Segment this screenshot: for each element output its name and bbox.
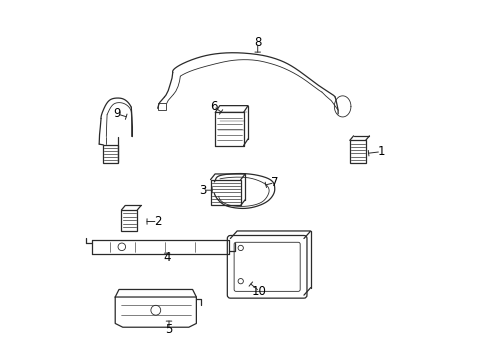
Text: 4: 4 (163, 251, 170, 264)
Text: 7: 7 (270, 176, 278, 189)
Text: 1: 1 (377, 145, 384, 158)
Text: 5: 5 (165, 323, 172, 336)
Text: 10: 10 (252, 285, 266, 298)
Text: 6: 6 (209, 100, 217, 113)
Text: 3: 3 (199, 184, 206, 197)
Text: 2: 2 (154, 215, 161, 228)
Bar (157, 103, 165, 110)
Text: 9: 9 (113, 107, 121, 121)
Text: 8: 8 (253, 36, 261, 49)
